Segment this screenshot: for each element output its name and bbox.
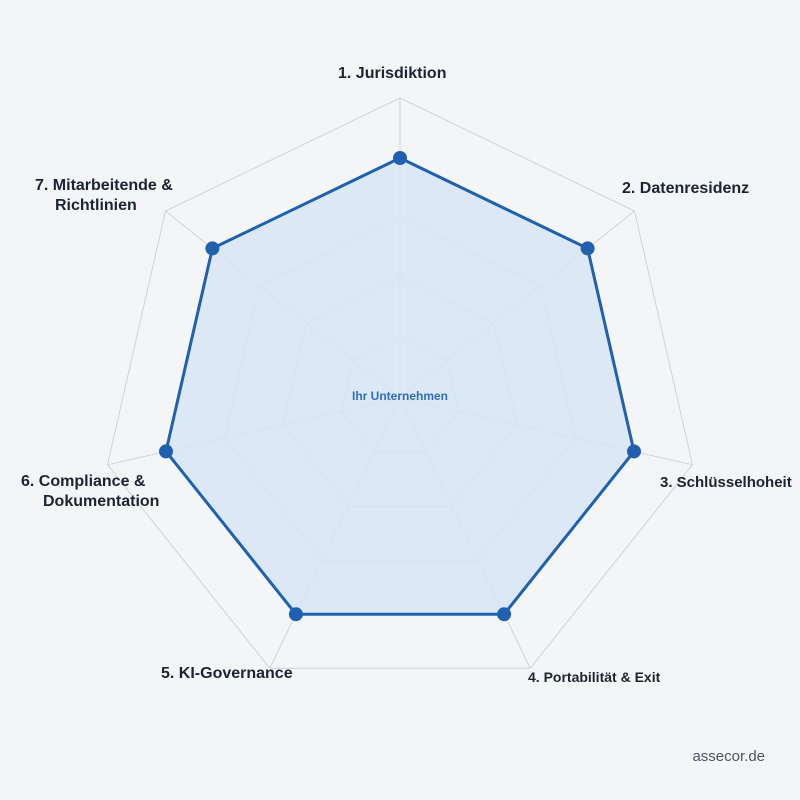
series-label: Ihr Unternehmen bbox=[351, 389, 448, 403]
axis-label-schluesselhoheit: 3. Schlüsselhoheit bbox=[660, 473, 792, 493]
axis-label-compliance-dokumentation: 6. Compliance & Dokumentation bbox=[21, 472, 159, 512]
data-point bbox=[627, 444, 641, 459]
series-area bbox=[164, 156, 636, 616]
axis-label-line: Dokumentation bbox=[43, 493, 160, 510]
data-point bbox=[205, 241, 220, 256]
grid-ring bbox=[106, 97, 694, 669]
axis-label-line: 4. Portabilität & Exit bbox=[528, 669, 661, 685]
axis-label-line: 7. Mitarbeitende & bbox=[35, 177, 173, 194]
data-point bbox=[497, 607, 512, 622]
axis-label-datenresidenz: 2. Datenresidenz bbox=[622, 179, 749, 199]
axis-label-line: 6. Compliance & bbox=[21, 473, 146, 490]
data-point bbox=[393, 151, 407, 165]
axis-label-mitarbeitende-richtlinien: 7. Mitarbeitende & Richtlinien bbox=[35, 176, 173, 216]
axis-label-line: Richtlinien bbox=[55, 197, 137, 214]
data-point bbox=[159, 444, 173, 459]
data-point bbox=[580, 241, 595, 256]
watermark: assecor.de bbox=[692, 748, 765, 765]
radar-series bbox=[159, 151, 641, 622]
data-point bbox=[288, 607, 303, 622]
axis-label-line: 1. Jurisdiktion bbox=[338, 65, 447, 82]
axis-label-line: 2. Datenresidenz bbox=[622, 180, 750, 197]
axis-label-line: 3. Schlüsselhoheit bbox=[660, 474, 792, 491]
axis-label-portabilitaet-exit: 4. Portabilität & Exit bbox=[528, 667, 660, 687]
axis-label-ki-governance: 5. KI-Governance bbox=[161, 664, 293, 684]
axis-label-line: 5. KI-Governance bbox=[161, 665, 293, 682]
axis-label-jurisdiktion: 1. Jurisdiktion bbox=[338, 64, 446, 84]
